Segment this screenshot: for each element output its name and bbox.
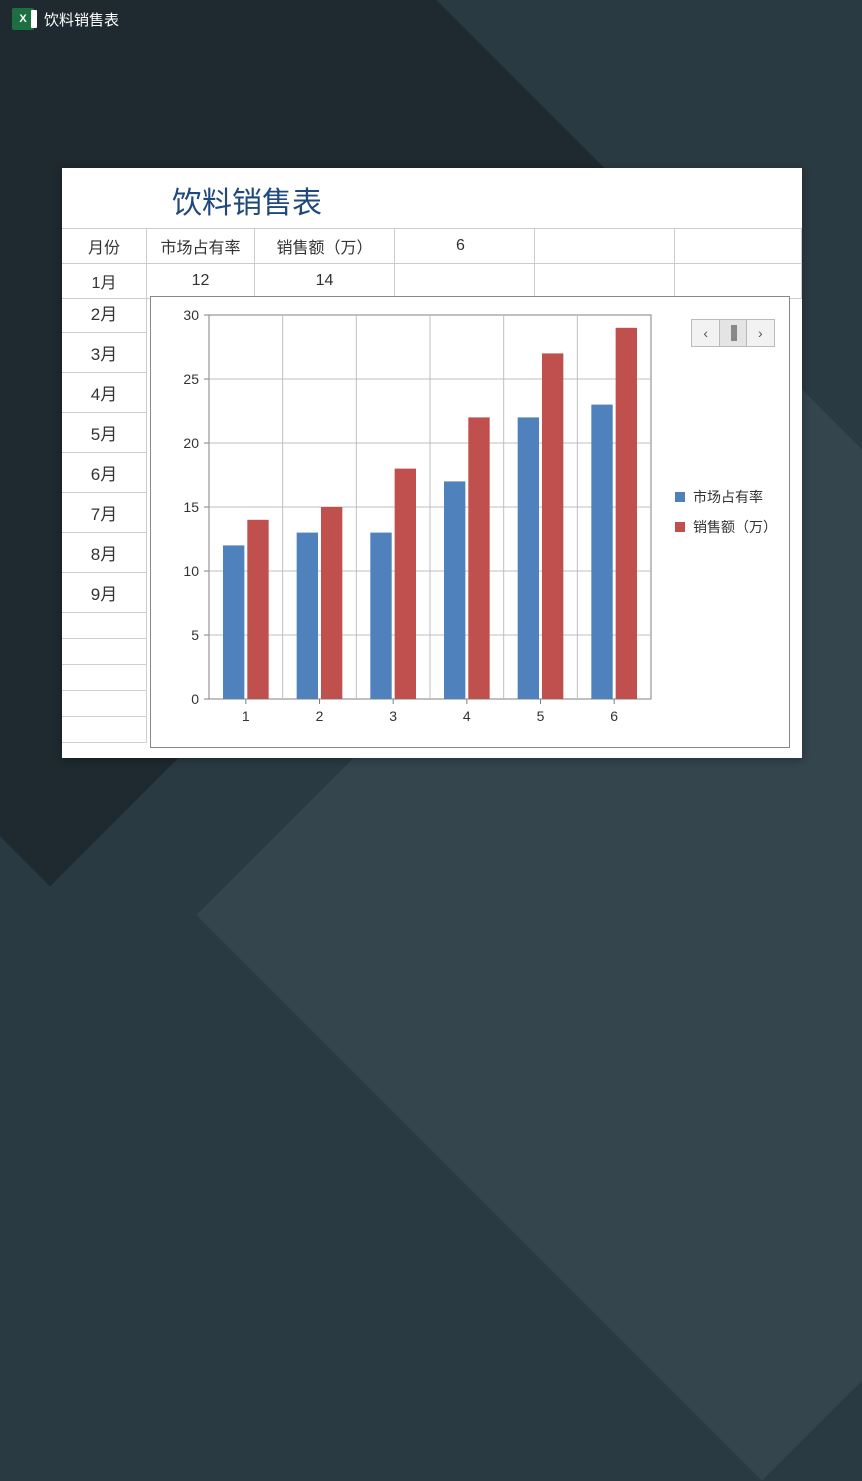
month-cell: 6月	[62, 453, 147, 493]
svg-text:20: 20	[183, 435, 199, 451]
title-bar: 饮料销售表	[0, 0, 862, 38]
svg-text:0: 0	[191, 691, 199, 707]
legend-swatch	[675, 492, 685, 502]
chart-next-button[interactable]: ›	[747, 320, 774, 346]
cell-empty-2	[535, 264, 675, 298]
chart-nav: ‹ ›	[691, 319, 775, 347]
month-cell: 8月	[62, 533, 147, 573]
month-column: 2月 3月 4月 5月 6月 7月 8月 9月	[62, 293, 147, 613]
sheet-title: 饮料销售表	[62, 168, 802, 229]
app-title: 饮料销售表	[44, 9, 119, 30]
legend-item: 市场占有率	[675, 487, 777, 507]
svg-text:4: 4	[463, 708, 471, 724]
blank-rows	[62, 613, 147, 743]
header-month: 月份	[62, 229, 147, 263]
month-cell: 3月	[62, 333, 147, 373]
svg-text:15: 15	[183, 499, 199, 515]
legend-label: 销售额（万）	[693, 517, 777, 537]
legend-swatch	[675, 522, 685, 532]
svg-text:30: 30	[183, 307, 199, 323]
month-cell: 5月	[62, 413, 147, 453]
legend-item: 销售额（万）	[675, 517, 777, 537]
cell-val1: 12	[147, 264, 255, 298]
spreadsheet: 饮料销售表 月份 市场占有率 销售额（万） 6 1月 12 14 2月 3月 4…	[62, 168, 802, 758]
header-sales: 销售额（万）	[255, 229, 395, 263]
chart-container: 0 5 10 15 20 25 30 1 2 3 4 5 6 ‹ › 市场占有率 销售额（万）	[150, 296, 790, 748]
excel-icon	[12, 8, 34, 30]
svg-text:2: 2	[316, 708, 324, 724]
chart-scroll-handle[interactable]	[719, 320, 746, 346]
month-cell: 7月	[62, 493, 147, 533]
cell-val2: 14	[255, 264, 395, 298]
cell-empty-1	[395, 264, 535, 298]
svg-text:1: 1	[242, 708, 250, 724]
month-cell: 2月	[62, 293, 147, 333]
month-cell: 9月	[62, 573, 147, 613]
header-market-share: 市场占有率	[147, 229, 255, 263]
svg-text:5: 5	[537, 708, 545, 724]
svg-text:25: 25	[183, 371, 199, 387]
svg-text:5: 5	[191, 627, 199, 643]
svg-text:10: 10	[183, 563, 199, 579]
chart-prev-button[interactable]: ‹	[692, 320, 719, 346]
legend-label: 市场占有率	[693, 487, 763, 507]
svg-text:6: 6	[610, 708, 618, 724]
header-empty-1	[535, 229, 675, 263]
table-row: 1月 12 14	[62, 264, 802, 299]
table-header-row: 月份 市场占有率 销售额（万） 6	[62, 229, 802, 264]
month-cell: 4月	[62, 373, 147, 413]
chart-legend: 市场占有率 销售额（万）	[675, 487, 777, 547]
header-empty-2	[675, 229, 802, 263]
header-value-6: 6	[395, 229, 535, 263]
cell-empty-3	[675, 264, 802, 298]
svg-text:3: 3	[389, 708, 397, 724]
